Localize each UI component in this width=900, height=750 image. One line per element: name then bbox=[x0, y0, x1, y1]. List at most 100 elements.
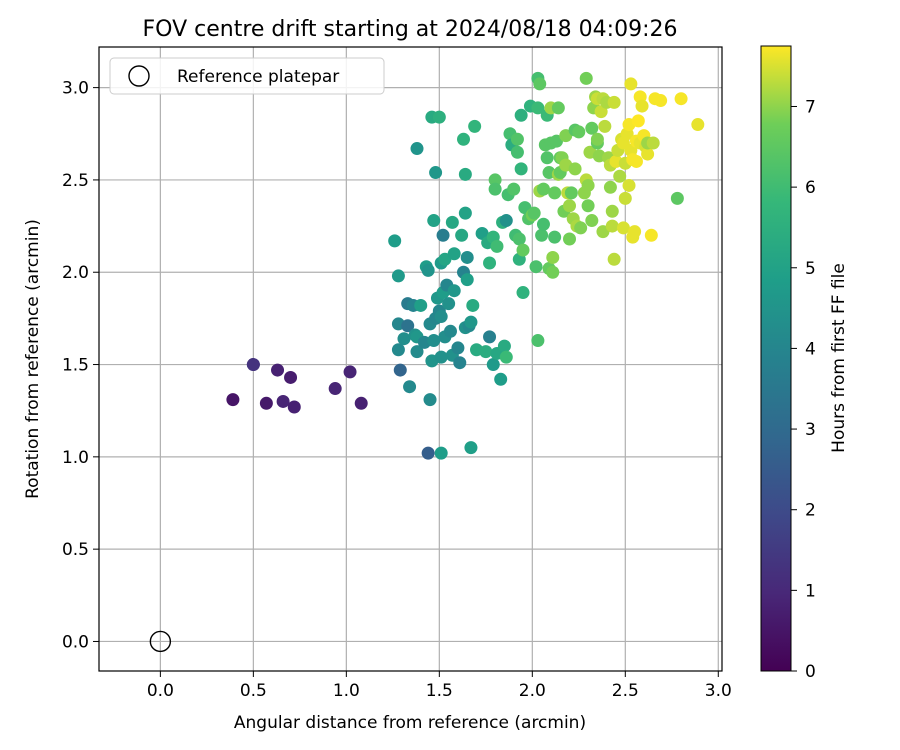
scatter-point bbox=[529, 260, 543, 274]
scatter-points bbox=[226, 71, 705, 460]
y-tick-label: 1.5 bbox=[62, 356, 89, 376]
scatter-point bbox=[421, 263, 435, 277]
x-tick-label: 3.0 bbox=[705, 681, 732, 701]
scatter-point bbox=[460, 250, 474, 264]
scatter-point bbox=[494, 372, 508, 386]
scatter-point bbox=[432, 110, 446, 124]
colorbar-tick-label: 2 bbox=[805, 501, 816, 521]
scatter-point bbox=[445, 215, 459, 229]
colorbar-ticks: 0 1 2 3 4 5 6 7 bbox=[791, 97, 816, 682]
scatter-point bbox=[246, 358, 260, 372]
scatter-point bbox=[427, 214, 441, 228]
scatter-point bbox=[603, 180, 617, 194]
scatter-point bbox=[536, 217, 550, 231]
scatter-point bbox=[531, 101, 545, 115]
scatter-point bbox=[563, 199, 577, 213]
x-tick-label: 0.5 bbox=[240, 681, 267, 701]
scatter-point bbox=[527, 206, 541, 220]
scatter-point bbox=[548, 230, 562, 244]
scatter-point bbox=[563, 232, 577, 246]
scatter-point bbox=[629, 154, 643, 168]
scatter-point bbox=[464, 315, 478, 329]
scatter-point bbox=[464, 441, 478, 455]
scatter-point bbox=[607, 252, 621, 266]
x-tick-label: 1.5 bbox=[426, 681, 453, 701]
scatter-point bbox=[635, 99, 649, 113]
scatter-point bbox=[579, 71, 593, 85]
scatter-point bbox=[328, 382, 342, 396]
scatter-point bbox=[568, 162, 582, 176]
reference-marker bbox=[149, 630, 172, 653]
colorbar-tick-label: 1 bbox=[805, 581, 816, 601]
scatter-point bbox=[483, 330, 497, 344]
scatter-point bbox=[512, 232, 526, 246]
scatter-point bbox=[546, 265, 560, 279]
x-axis-label: Angular distance from reference (arcmin) bbox=[234, 713, 586, 733]
scatter-point bbox=[403, 380, 417, 394]
scatter-point bbox=[590, 132, 604, 146]
scatter-point bbox=[540, 151, 554, 165]
scatter-point bbox=[391, 343, 405, 357]
scatter-point bbox=[607, 95, 621, 109]
scatter-point bbox=[644, 228, 658, 242]
scatter-point bbox=[564, 186, 578, 200]
scatter-point bbox=[499, 214, 513, 228]
scatter-point bbox=[572, 125, 586, 139]
colorbar-tick-label: 3 bbox=[805, 420, 816, 440]
scatter-point bbox=[605, 204, 619, 218]
scatter-point bbox=[536, 182, 550, 196]
colorbar-tick-label: 6 bbox=[805, 178, 816, 198]
scatter-point bbox=[343, 365, 357, 379]
scatter-point bbox=[618, 191, 632, 205]
scatter-point bbox=[451, 341, 465, 355]
scatter-point bbox=[624, 77, 638, 91]
scatter-point bbox=[259, 396, 273, 410]
scatter-point bbox=[388, 234, 402, 248]
scatter-point bbox=[533, 77, 547, 91]
scatter-point bbox=[613, 169, 627, 183]
scatter-point bbox=[414, 298, 428, 312]
scatter-point bbox=[436, 228, 450, 242]
scatter-point bbox=[490, 239, 504, 253]
scatter-point bbox=[427, 334, 441, 348]
scatter-point bbox=[457, 132, 471, 146]
x-tick-label: 2.5 bbox=[612, 681, 639, 701]
scatter-point bbox=[499, 350, 513, 364]
y-axis-label: Rotation from reference (arcmin) bbox=[23, 219, 43, 499]
x-tick-label: 1.0 bbox=[333, 681, 360, 701]
scatter-point bbox=[581, 199, 595, 213]
scatter-point bbox=[581, 178, 595, 192]
scatter-point bbox=[514, 162, 528, 176]
scatter-point bbox=[622, 178, 636, 192]
scatter-point bbox=[447, 284, 461, 298]
x-tick-label: 0.0 bbox=[147, 681, 174, 701]
scatter-point bbox=[455, 228, 469, 242]
scatter-point bbox=[287, 400, 301, 414]
scatter-point bbox=[479, 345, 493, 359]
scatter-point bbox=[548, 186, 562, 200]
scatter-point bbox=[434, 310, 448, 324]
scatter-point bbox=[354, 396, 368, 410]
reference-point bbox=[149, 630, 172, 653]
colorbar-tick-label: 5 bbox=[805, 259, 816, 279]
scatter-point bbox=[628, 225, 642, 239]
legend-open-circle-icon bbox=[128, 65, 150, 87]
scatter-point bbox=[514, 108, 528, 122]
scatter-point bbox=[423, 393, 437, 407]
scatter-point bbox=[646, 136, 660, 150]
scatter-point bbox=[271, 363, 285, 377]
scatter-point bbox=[497, 339, 511, 353]
legend-label: Reference platepar bbox=[177, 67, 339, 87]
scatter-point bbox=[434, 350, 448, 364]
scatter-point bbox=[276, 394, 290, 408]
colorbar-tick-label: 0 bbox=[805, 662, 816, 682]
scatter-point bbox=[488, 173, 502, 187]
scatter-point bbox=[674, 92, 688, 106]
x-tick-label: 2.0 bbox=[519, 681, 546, 701]
scatter-point bbox=[460, 273, 474, 287]
scatter-point bbox=[421, 446, 435, 460]
scatter-point bbox=[466, 298, 480, 312]
colorbar: 0 1 2 3 4 5 6 7 Hours from first FF file bbox=[760, 45, 849, 682]
scatter-point bbox=[670, 191, 684, 205]
